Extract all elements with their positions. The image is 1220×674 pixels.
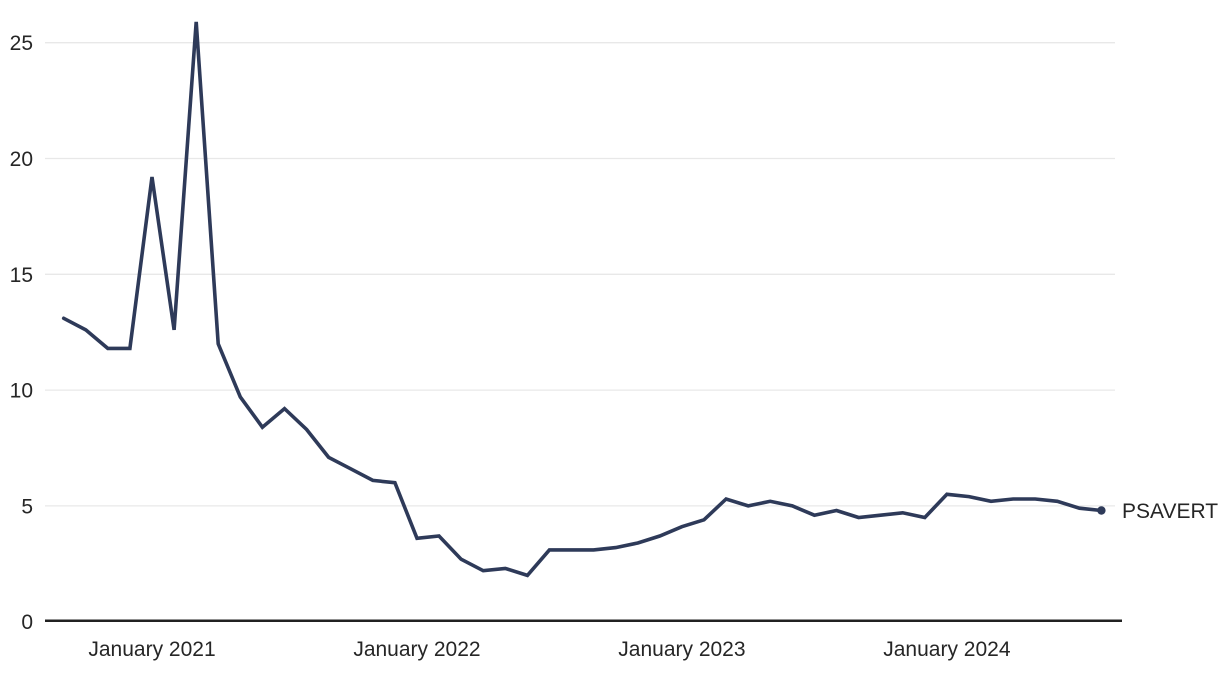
y-tick-label: 5 xyxy=(21,495,33,518)
series-label-psavert: PSAVERT xyxy=(1122,500,1218,523)
psavert-line-end-dot xyxy=(1097,506,1106,515)
y-tick-label: 20 xyxy=(10,148,33,171)
y-tick-label: 0 xyxy=(21,611,33,634)
psavert-line xyxy=(61,21,1104,578)
y-tick-label: 10 xyxy=(10,380,33,403)
x-tick-label: January 2021 xyxy=(88,638,215,661)
x-tick-label: January 2024 xyxy=(883,638,1011,661)
x-tick-label: January 2023 xyxy=(618,638,745,661)
x-tick-label: January 2022 xyxy=(353,638,480,661)
y-tick-label: 25 xyxy=(10,32,33,55)
y-tick-label: 15 xyxy=(10,264,33,287)
